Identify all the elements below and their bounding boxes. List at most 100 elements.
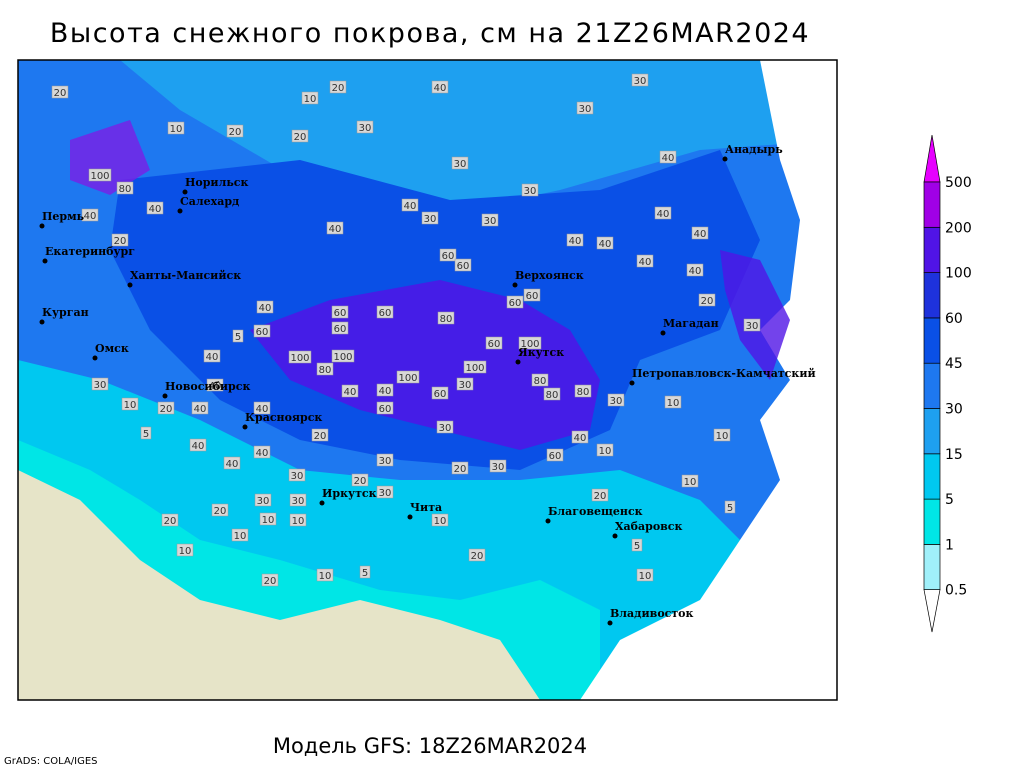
contour-label-box	[351, 473, 369, 487]
contour-label: 40	[639, 257, 652, 268]
contour-label: 30	[379, 488, 392, 499]
contour-label-box	[591, 488, 609, 502]
contour-label: 40	[84, 211, 97, 222]
contour-label-box	[436, 420, 454, 434]
contour-label-box	[485, 336, 503, 350]
contour-label-box	[518, 336, 542, 350]
contour-label: 40	[256, 448, 269, 459]
contour-label-box	[146, 201, 164, 215]
contour-label-box	[463, 360, 487, 374]
legend-band	[923, 272, 941, 319]
contour-label-box	[253, 324, 271, 338]
contour-label: 40	[657, 209, 670, 220]
contour-label: 60	[488, 339, 501, 350]
contour-label: 40	[259, 303, 272, 314]
contour-label: 20	[332, 83, 345, 94]
contour-label-box	[523, 288, 541, 302]
city-dot	[629, 380, 635, 386]
contour-label-box	[376, 305, 394, 319]
contour-label: 20	[54, 88, 67, 99]
contour-label: 40	[192, 441, 205, 452]
city-dot	[42, 258, 48, 264]
city-dot	[407, 514, 413, 520]
contour-label-box	[607, 393, 625, 407]
contour-label-box	[631, 73, 649, 87]
legend-label: 0.5	[945, 583, 967, 599]
contour-label-box	[636, 568, 654, 582]
contour-label: 30	[379, 456, 392, 467]
contour-label-box	[206, 378, 224, 392]
city-dot	[607, 620, 613, 626]
contour-label: 5	[143, 429, 149, 440]
contour-label-box	[396, 370, 420, 384]
legend-below	[923, 589, 941, 633]
legend-band	[923, 226, 941, 273]
contour-label-box	[359, 565, 371, 579]
contour-label: 30	[454, 159, 467, 170]
contour-label: 5	[727, 503, 733, 514]
contour-label: 20	[164, 516, 177, 527]
legend-band	[923, 181, 941, 228]
contour-label-box	[329, 80, 347, 94]
city-dot	[722, 156, 728, 162]
contour-label: 80	[534, 376, 547, 387]
contour-label: 5	[362, 568, 368, 579]
legend-band	[923, 544, 941, 591]
city-dot	[177, 208, 183, 214]
map-frame	[17, 59, 838, 701]
contour-label-box	[456, 377, 474, 391]
city-label: Курган	[42, 306, 89, 319]
contour-label-box	[259, 512, 277, 526]
contour-label: 40	[149, 204, 162, 215]
contour-label: 30	[439, 423, 452, 434]
contour-label: 40	[344, 387, 357, 398]
city-label: Петропавловск-Камчатский	[632, 367, 816, 380]
contour-label-box	[376, 401, 394, 415]
contour-label-box	[289, 513, 307, 527]
city-label: Иркутск	[322, 487, 377, 500]
contour-label: 20	[701, 296, 714, 307]
contour-label-box	[451, 156, 469, 170]
contour-label-box	[51, 85, 69, 99]
contour-label: 60	[442, 251, 455, 262]
contour-label: 40	[694, 229, 707, 240]
city-dot	[242, 424, 248, 430]
legend-band	[923, 453, 941, 500]
contour-label-box	[232, 329, 244, 343]
city-dot	[512, 282, 518, 288]
contour-label-box	[331, 305, 349, 319]
contour-label-box	[289, 493, 307, 507]
city-label: Красноярск	[245, 411, 322, 424]
city-label: Новосибирск	[165, 380, 250, 393]
legend-label: 200	[945, 220, 972, 236]
contour-label: 30	[484, 216, 497, 227]
contour-label-box	[231, 528, 249, 542]
contour-label: 80	[119, 184, 132, 195]
contour-label: 40	[226, 459, 239, 470]
legend-band	[923, 408, 941, 455]
contour-label: 10	[304, 94, 317, 105]
contour-label: 60	[457, 261, 470, 272]
legend-label: 15	[945, 447, 963, 463]
contour-label-box	[698, 293, 716, 307]
contour-label: 10	[667, 398, 680, 409]
contour-label-box	[157, 401, 175, 415]
contour-label: 40	[256, 404, 269, 415]
contour-label-box	[401, 198, 419, 212]
legend-label: 30	[945, 402, 963, 418]
contour-label: 30	[746, 321, 759, 332]
contour-label-box	[81, 208, 99, 222]
contour-label-box	[111, 233, 129, 247]
city-label: Ханты-Мансийск	[130, 269, 241, 282]
contour-label-box	[521, 183, 539, 197]
contour-label-box	[91, 377, 109, 391]
legend-band	[923, 317, 941, 364]
contour-label-box	[546, 448, 564, 462]
contour-label: 60	[379, 308, 392, 319]
title: Высота снежного покрова, см на 21Z26MAR2…	[50, 18, 810, 49]
contour-label-box	[489, 459, 507, 473]
contour-label-box	[659, 150, 677, 164]
contour-label-box	[431, 80, 449, 94]
contour-label: 100	[520, 339, 539, 350]
contour-label-box	[576, 101, 594, 115]
